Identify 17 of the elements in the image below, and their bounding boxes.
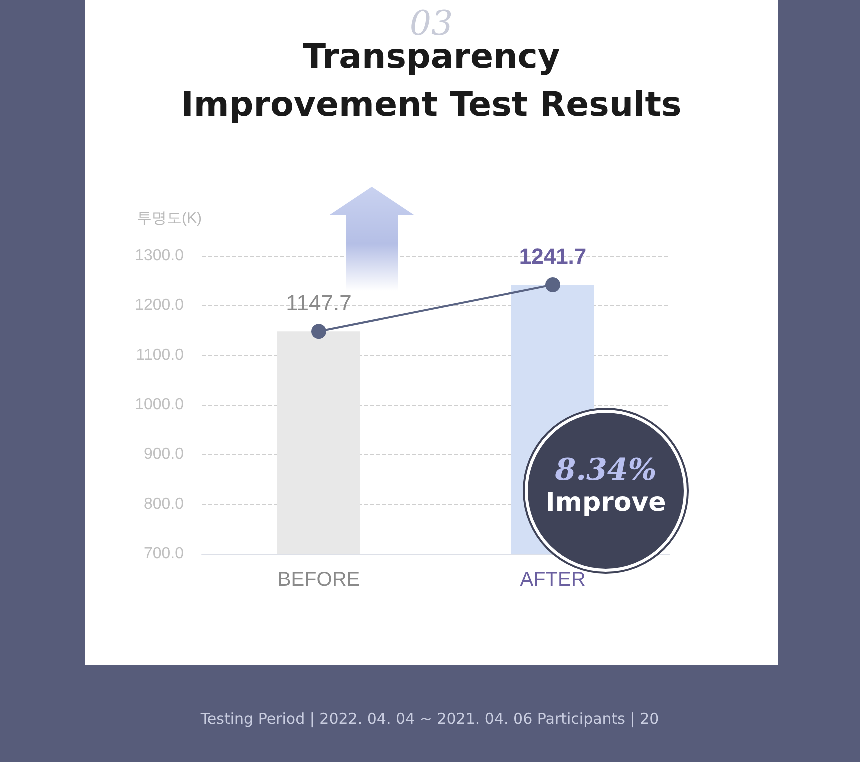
y-tick-label: 1100.0 (136, 346, 184, 364)
y-tick-label: 1200.0 (135, 297, 184, 314)
y-tick-label: 900.0 (144, 446, 184, 464)
annotation: Improve (544, 488, 668, 518)
data-label: 1241.7 (519, 244, 587, 269)
y-axis-title: 투명도(K) (137, 210, 202, 227)
y-tick-label: 700.0 (144, 546, 184, 562)
annotation: 8.34% (554, 453, 658, 488)
chart-title: Transparency Improvement Test Results (181, 37, 682, 125)
badge: 8.34% Improve (525, 410, 687, 572)
y-tick-label: 800.0 (144, 496, 184, 513)
x-tick-label: BEFORE (278, 569, 360, 591)
data-label: 1147.7 (286, 290, 352, 316)
y-tick-label: 1000.0 (135, 396, 184, 414)
y-tick-label: 1300.0 (135, 248, 184, 264)
x-tick-label: AFTER (520, 569, 586, 591)
text: Testing Period | 2022. 04. 04 ~ 2021. 04. 06 Participants | 20 (200, 710, 660, 728)
